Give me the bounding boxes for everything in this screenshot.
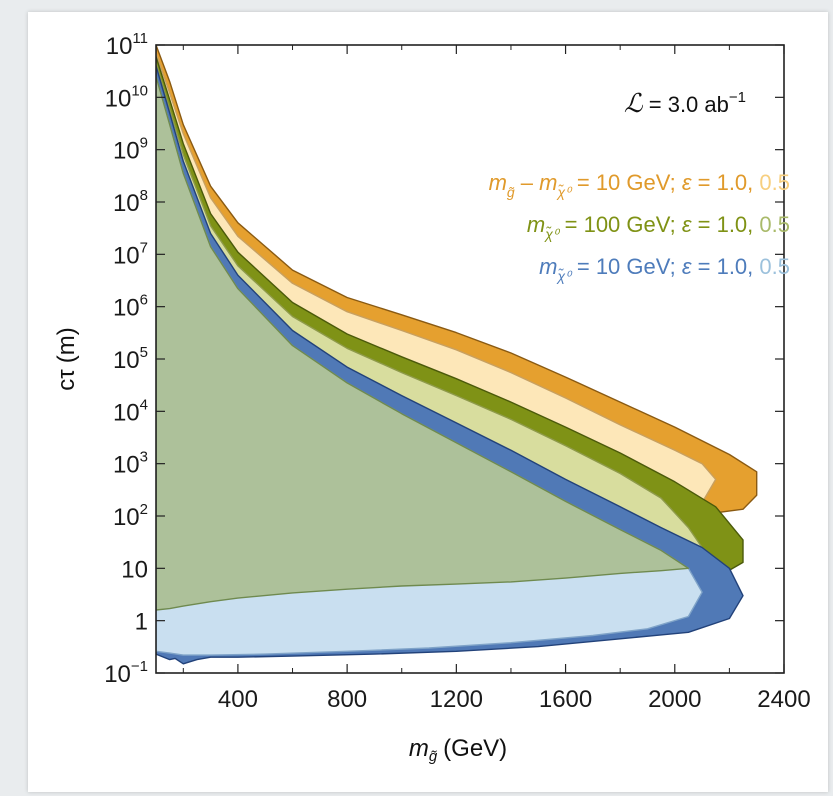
- y-tick-label: 1: [135, 609, 148, 636]
- legend-entry: mg̃ – mχ̃⁰ = 10 GeV; ε = 1.0, 0.5: [489, 170, 790, 200]
- y-tick-label: 1010: [105, 82, 148, 112]
- y-axis-symbol: cτ: [53, 369, 80, 391]
- y-tick-label: 1011: [106, 30, 148, 60]
- x-tick-label: 400: [218, 686, 258, 713]
- x-axis-subscript: g̃: [429, 748, 438, 765]
- y-axis-label: cτ (m): [53, 327, 80, 390]
- chart-card: 400 800 1200 1600 2000 2400 1011 1010 109 108 107 1…: [28, 12, 828, 792]
- y-tick-label: 10: [121, 556, 148, 583]
- luminosity-exponent: −1: [729, 89, 746, 106]
- x-tick-label: 2400: [757, 686, 810, 713]
- luminosity-symbol: ℒ: [624, 88, 644, 118]
- chart-regions: [156, 45, 758, 665]
- legend: mg̃ – mχ̃⁰ = 10 GeV; ε = 1.0, 0.5 mχ̃⁰ = …: [489, 170, 790, 284]
- x-axis-symbol: m: [409, 735, 429, 762]
- y-axis-unit: (m): [53, 327, 80, 363]
- y-tick-label: 107: [113, 239, 148, 269]
- x-tick-label: 1200: [430, 686, 483, 713]
- y-tick-label: 104: [113, 396, 148, 426]
- legend-entry: mχ̃⁰ = 10 GeV; ε = 1.0, 0.5: [539, 254, 790, 284]
- x-tick-label: 800: [327, 686, 367, 713]
- y-tick-label: 102: [113, 501, 148, 531]
- x-tick-label: 1600: [539, 686, 592, 713]
- chart-ticks: 400 800 1200 1600 2000 2400 1011 1010 109 108 107 1…: [104, 30, 811, 713]
- x-tick-label: 2000: [648, 686, 701, 713]
- region-overlap-eps-1.0: [156, 75, 690, 611]
- y-tick-label: 105: [113, 344, 148, 374]
- x-axis-unit: (GeV): [443, 735, 507, 762]
- chart-svg: 400 800 1200 1600 2000 2400 1011 1010 109 108 107 1…: [53, 30, 811, 765]
- x-axis-label: mg̃ (GeV): [409, 735, 507, 765]
- y-tick-label: 103: [113, 449, 148, 479]
- y-tick-label: 109: [113, 135, 148, 165]
- luminosity-annotation: ℒ = 3.0 ab−1: [624, 88, 746, 118]
- y-tick-label: 106: [113, 292, 148, 322]
- legend-entry: mχ̃⁰ = 100 GeV; ε = 1.0, 0.5: [527, 212, 790, 242]
- y-tick-label: 10−1: [104, 658, 148, 688]
- luminosity-value: = 3.0 ab: [643, 92, 729, 117]
- y-tick-label: 108: [113, 187, 148, 217]
